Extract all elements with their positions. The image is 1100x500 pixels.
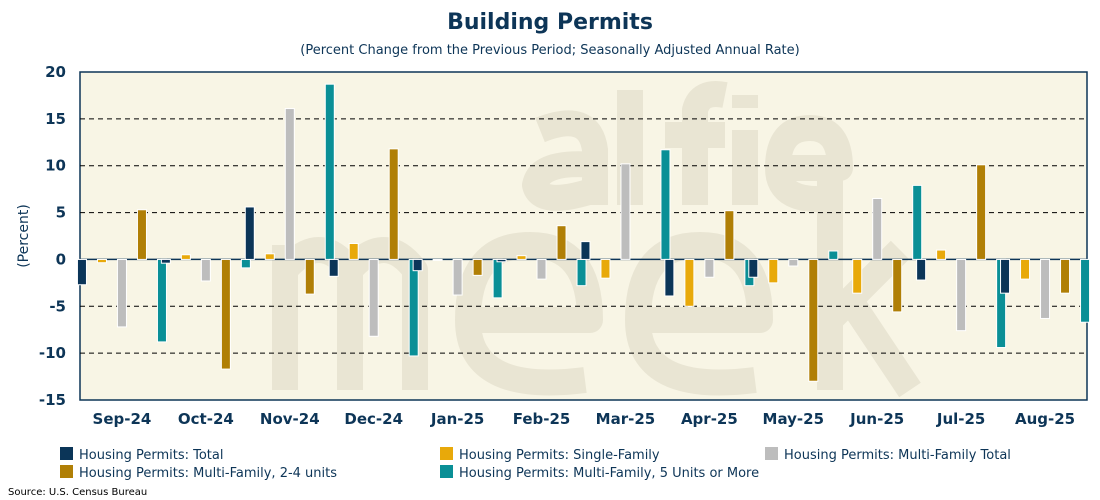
watermark-letter-a bbox=[522, 110, 608, 211]
x-tick-label: Aug-25 bbox=[1015, 410, 1075, 428]
x-tick-label: Dec-24 bbox=[344, 410, 403, 428]
y-tick-label: -10 bbox=[39, 344, 66, 362]
x-tick-label: Feb-25 bbox=[513, 410, 571, 428]
bar-Dec-24-series-3 bbox=[388, 148, 399, 260]
bar-Dec-24-series-0 bbox=[328, 258, 339, 277]
watermark-letter-f bbox=[665, 81, 728, 205]
legend-swatch bbox=[60, 447, 73, 460]
y-axis-label: (Percent) bbox=[16, 204, 32, 268]
bar-Aug-25-series-2 bbox=[1040, 258, 1051, 319]
bar-Mar-25-series-2 bbox=[620, 163, 631, 260]
watermark-letter-e bbox=[765, 115, 853, 213]
bar-Dec-24-series-2 bbox=[368, 258, 379, 337]
chart-title: Building Permits bbox=[447, 10, 653, 35]
bar-Sep-24-series-3 bbox=[136, 209, 147, 260]
bar-May-25-series-0 bbox=[748, 258, 759, 278]
bar-Jun-25-series-3 bbox=[892, 258, 903, 313]
bar-Jun-25-series-4 bbox=[912, 184, 923, 260]
bar-May-25-series-2 bbox=[788, 258, 799, 267]
bar-Aug-25-series-1 bbox=[1020, 258, 1031, 280]
source-note: Source: U.S. Census Bureau bbox=[8, 487, 147, 498]
bar-Dec-24-series-4 bbox=[408, 258, 419, 357]
y-tick-label: 5 bbox=[56, 204, 66, 222]
legend-label: Housing Permits: Multi-Family Total bbox=[784, 448, 1011, 463]
legend-label: Housing Permits: Multi-Family, 5 Units o… bbox=[459, 466, 759, 481]
bar-Oct-24-series-4 bbox=[240, 258, 251, 269]
x-tick-label: Oct-24 bbox=[178, 410, 234, 428]
bar-Nov-24-series-2 bbox=[284, 108, 295, 260]
bar-Sep-24-series-4 bbox=[156, 258, 167, 343]
y-tick-label: -5 bbox=[49, 297, 66, 315]
bar-May-25-series-4 bbox=[828, 250, 839, 260]
bar-Jan-25-series-1 bbox=[432, 258, 443, 261]
legend-label: Housing Permits: Total bbox=[79, 448, 224, 463]
bar-Aug-25-series-0 bbox=[1000, 258, 1011, 294]
x-tick-label: Apr-25 bbox=[681, 410, 738, 428]
bar-Nov-24-series-3 bbox=[304, 258, 315, 295]
bar-Jan-25-series-3 bbox=[472, 258, 483, 276]
watermark-letter-k bbox=[817, 180, 921, 398]
bar-Apr-25-series-3 bbox=[724, 210, 735, 260]
y-tick-label: 0 bbox=[56, 250, 66, 268]
bar-Feb-25-series-0 bbox=[496, 258, 507, 263]
bar-Jul-25-series-2 bbox=[956, 258, 967, 332]
bar-Jan-25-series-0 bbox=[412, 258, 423, 272]
bar-Apr-25-series-2 bbox=[704, 258, 715, 278]
bar-Feb-25-series-4 bbox=[576, 258, 587, 287]
y-tick-label: 10 bbox=[45, 157, 66, 175]
x-tick-label: Jun-25 bbox=[849, 410, 904, 428]
legend-swatch bbox=[440, 465, 453, 478]
chart-subtitle: (Percent Change from the Previous Period… bbox=[300, 43, 799, 58]
legend-label: Housing Permits: Multi-Family, 2-4 units bbox=[79, 466, 337, 481]
bar-Aug-25-series-4 bbox=[1080, 258, 1091, 323]
bar-Feb-25-series-3 bbox=[556, 225, 567, 260]
legend-swatch bbox=[440, 447, 453, 460]
x-tick-label: Jan-25 bbox=[430, 410, 484, 428]
bar-Feb-25-series-2 bbox=[536, 258, 547, 280]
x-tick-label: Nov-24 bbox=[260, 410, 320, 428]
bar-Oct-24-series-0 bbox=[160, 258, 171, 264]
bar-Dec-24-series-1 bbox=[348, 242, 359, 260]
bar-Sep-24-series-1 bbox=[96, 258, 107, 264]
bar-Jan-25-series-2 bbox=[452, 258, 463, 296]
bar-Oct-24-series-3 bbox=[220, 258, 231, 370]
legend-label: Housing Permits: Single-Family bbox=[459, 448, 660, 463]
bar-Mar-25-series-1 bbox=[600, 258, 611, 279]
bar-Nov-24-series-4 bbox=[324, 83, 335, 260]
bar-Apr-25-series-0 bbox=[664, 258, 675, 297]
bar-Jul-25-series-3 bbox=[976, 164, 987, 260]
bar-Apr-25-series-1 bbox=[684, 258, 695, 307]
bar-May-25-series-1 bbox=[768, 258, 779, 284]
bar-Oct-24-series-1 bbox=[180, 254, 191, 260]
bar-Oct-24-series-2 bbox=[200, 258, 211, 282]
bar-Jul-25-series-0 bbox=[916, 258, 927, 281]
bar-Aug-25-series-3 bbox=[1060, 258, 1071, 294]
bar-Jul-25-series-1 bbox=[936, 249, 947, 260]
y-tick-label: 15 bbox=[45, 110, 66, 128]
x-tick-label: Mar-25 bbox=[596, 410, 656, 428]
bar-Sep-24-series-0 bbox=[76, 258, 87, 286]
bar-Mar-25-series-0 bbox=[580, 241, 591, 260]
bar-Feb-25-series-1 bbox=[516, 255, 527, 260]
bar-Jun-25-series-1 bbox=[852, 258, 863, 294]
bar-Jan-25-series-4 bbox=[492, 258, 503, 299]
bar-Mar-25-series-4 bbox=[660, 149, 671, 260]
bar-Nov-24-series-0 bbox=[244, 206, 255, 260]
bar-Sep-24-series-2 bbox=[116, 258, 127, 328]
y-tick-label: -15 bbox=[39, 391, 66, 409]
x-tick-label: May-25 bbox=[763, 410, 824, 428]
x-tick-label: Jul-25 bbox=[936, 410, 986, 428]
x-tick-label: Sep-24 bbox=[93, 410, 152, 428]
legend-swatch bbox=[60, 465, 73, 478]
y-tick-label: 20 bbox=[45, 63, 66, 81]
bar-Jun-25-series-2 bbox=[872, 198, 883, 260]
legend-swatch bbox=[765, 447, 778, 460]
bar-Nov-24-series-1 bbox=[264, 253, 275, 260]
bar-May-25-series-3 bbox=[808, 258, 819, 382]
